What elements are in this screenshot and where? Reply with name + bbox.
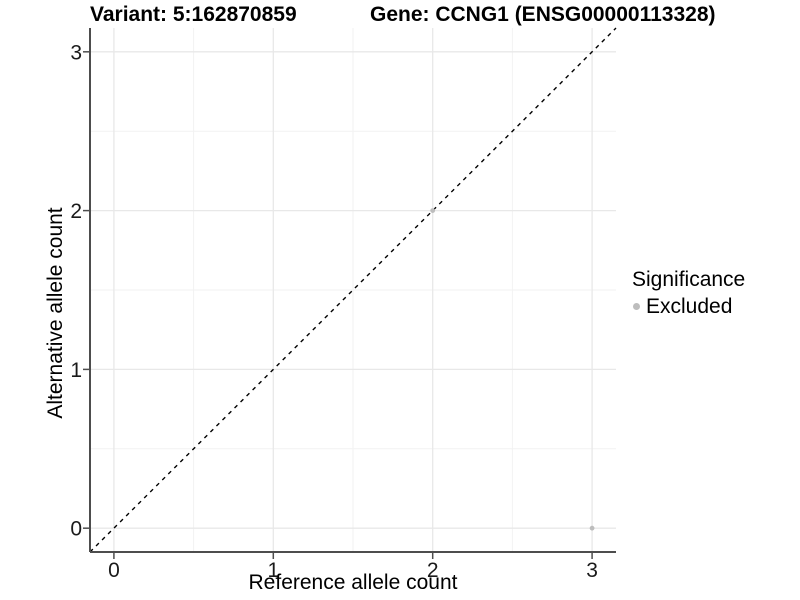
data-points: [430, 208, 595, 531]
legend-title: Significance: [632, 268, 746, 291]
plot-title-gene: Gene: CCNG1 (ENSG00000113328): [370, 3, 716, 26]
plot-title-variant: Variant: 5:162870859: [90, 3, 297, 26]
axis-lines: [89, 28, 616, 553]
tick-marks: [83, 51, 593, 559]
y-tick-label: 0: [70, 518, 82, 541]
y-tick-label: 3: [70, 41, 82, 64]
data-point: [430, 208, 436, 214]
y-tick-label: 1: [70, 359, 82, 382]
gridlines-minor: [90, 28, 616, 552]
x-tick-label: 0: [108, 559, 120, 582]
tick-labels: 0 1 2 3 0 1 2 3: [70, 41, 598, 582]
legend-item-label: Excluded: [646, 295, 733, 318]
data-point: [589, 525, 595, 531]
x-tick-label: 2: [427, 559, 439, 582]
legend-item-excluded: Excluded: [632, 293, 745, 320]
legend: Significance Excluded: [632, 266, 745, 320]
y-tick-label: 2: [70, 200, 82, 223]
y-axis-title: Alternative allele count: [44, 207, 67, 419]
gridlines-major: [90, 28, 616, 552]
x-tick-label: 1: [267, 559, 279, 582]
x-axis-title: Reference allele count: [248, 571, 458, 594]
x-tick-label: 3: [586, 559, 598, 582]
legend-marker-dot: [633, 303, 640, 310]
